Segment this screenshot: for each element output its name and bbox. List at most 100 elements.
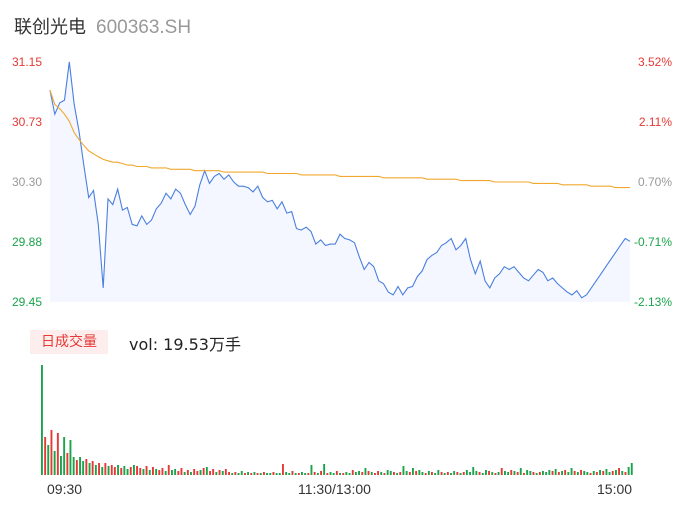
volume-bar bbox=[56, 433, 59, 475]
volume-bar bbox=[545, 472, 548, 475]
volume-bar bbox=[228, 472, 230, 475]
volume-bar bbox=[196, 471, 199, 475]
average-price-line bbox=[49, 90, 630, 189]
volume-bar bbox=[424, 473, 427, 475]
price-tick-label: 30.73 bbox=[12, 115, 43, 129]
volume-bar bbox=[602, 471, 605, 475]
volume-bar bbox=[110, 465, 113, 475]
volume-bar bbox=[66, 453, 69, 475]
volume-bar bbox=[450, 473, 452, 475]
volume-bar bbox=[323, 464, 326, 475]
volume-bar bbox=[415, 471, 418, 475]
volume-bar bbox=[576, 472, 579, 475]
volume-bar bbox=[621, 471, 624, 475]
volume-bar bbox=[418, 470, 421, 475]
volume-bar bbox=[548, 470, 551, 475]
volume-bar bbox=[212, 469, 215, 475]
volume-bar bbox=[60, 456, 62, 475]
volume-bar bbox=[297, 473, 300, 475]
volume-bar bbox=[259, 473, 262, 475]
volume-bar bbox=[167, 465, 170, 475]
volume-bar bbox=[75, 460, 78, 475]
volume-bar bbox=[278, 473, 281, 475]
stock-header: 联创光电 600363.SH bbox=[14, 13, 191, 39]
volume-bar bbox=[240, 471, 243, 475]
volume-bar bbox=[399, 472, 402, 475]
volume-bar bbox=[171, 470, 173, 475]
volume-bar bbox=[53, 451, 56, 475]
volume-bar bbox=[199, 470, 202, 475]
volume-bar bbox=[459, 473, 462, 475]
volume-bar bbox=[123, 466, 126, 475]
volume-bar bbox=[348, 473, 351, 475]
volume-bar bbox=[361, 472, 364, 475]
volume-bar bbox=[85, 459, 88, 475]
volume-bar bbox=[583, 471, 586, 475]
volume-bar bbox=[326, 473, 329, 475]
percent-tick-label: 0.70% bbox=[637, 175, 672, 189]
price-tick-label: 29.88 bbox=[12, 235, 43, 249]
volume-bar bbox=[63, 437, 66, 475]
volume-bar bbox=[592, 471, 595, 475]
volume-bar bbox=[282, 464, 284, 475]
volume-bar bbox=[218, 470, 221, 475]
volume-bar bbox=[526, 470, 529, 475]
volume-bar bbox=[478, 472, 481, 475]
volume-bar bbox=[301, 472, 303, 475]
volume-bar bbox=[234, 472, 237, 475]
volume-bar bbox=[117, 465, 119, 475]
volume-bar bbox=[405, 471, 408, 475]
volume-bar bbox=[507, 472, 510, 475]
volume-bar bbox=[320, 471, 322, 475]
volume-bar bbox=[98, 463, 100, 475]
volume-bar bbox=[370, 472, 373, 475]
volume-bar bbox=[113, 467, 116, 475]
volume-bar bbox=[82, 461, 85, 475]
volume-bar bbox=[431, 472, 433, 475]
volume-bar bbox=[335, 471, 338, 475]
stock-name: 联创光电 bbox=[14, 17, 86, 38]
volume-bar bbox=[504, 471, 506, 475]
volume-bar bbox=[272, 472, 275, 475]
volume-bar bbox=[266, 473, 268, 475]
volume-bar bbox=[101, 467, 104, 475]
volume-bar bbox=[599, 470, 601, 475]
volume-bar bbox=[462, 472, 465, 475]
volume-bar bbox=[152, 467, 154, 475]
volume-bar bbox=[472, 467, 475, 475]
volume-bar bbox=[244, 473, 246, 475]
volume-bar bbox=[367, 471, 370, 475]
volume-bar bbox=[209, 471, 211, 475]
volume-bar bbox=[269, 473, 272, 475]
volume-bar bbox=[161, 468, 164, 475]
volume-bar bbox=[133, 465, 135, 475]
volume-bar bbox=[339, 473, 341, 475]
volume-bar bbox=[180, 468, 183, 475]
volume-bar bbox=[41, 365, 43, 475]
volume-bar bbox=[72, 457, 75, 475]
volume-bar bbox=[389, 471, 392, 475]
volume-bar bbox=[174, 469, 177, 475]
volume-bar bbox=[88, 463, 91, 475]
percent-tick-label: 2.11% bbox=[638, 115, 672, 129]
volume-bar bbox=[443, 473, 446, 475]
volume-bar bbox=[573, 471, 576, 475]
volume-bar bbox=[412, 468, 414, 475]
volume-tab[interactable]: 日成交量 bbox=[30, 330, 108, 354]
volume-bar bbox=[69, 440, 72, 475]
volume-bar bbox=[291, 471, 294, 475]
volume-bar bbox=[345, 472, 348, 475]
volume-bar bbox=[475, 471, 478, 475]
volume-bar bbox=[316, 473, 319, 475]
volume-bar bbox=[551, 471, 554, 475]
volume-bar bbox=[383, 473, 386, 475]
volume-bar bbox=[570, 468, 573, 475]
volume-bar bbox=[275, 473, 278, 475]
volume-bar bbox=[595, 472, 598, 475]
volume-bar bbox=[202, 468, 205, 475]
volume-bar bbox=[485, 470, 487, 475]
volume-bar bbox=[310, 465, 313, 475]
volume-bar bbox=[519, 468, 522, 475]
volume-bar bbox=[567, 472, 570, 475]
